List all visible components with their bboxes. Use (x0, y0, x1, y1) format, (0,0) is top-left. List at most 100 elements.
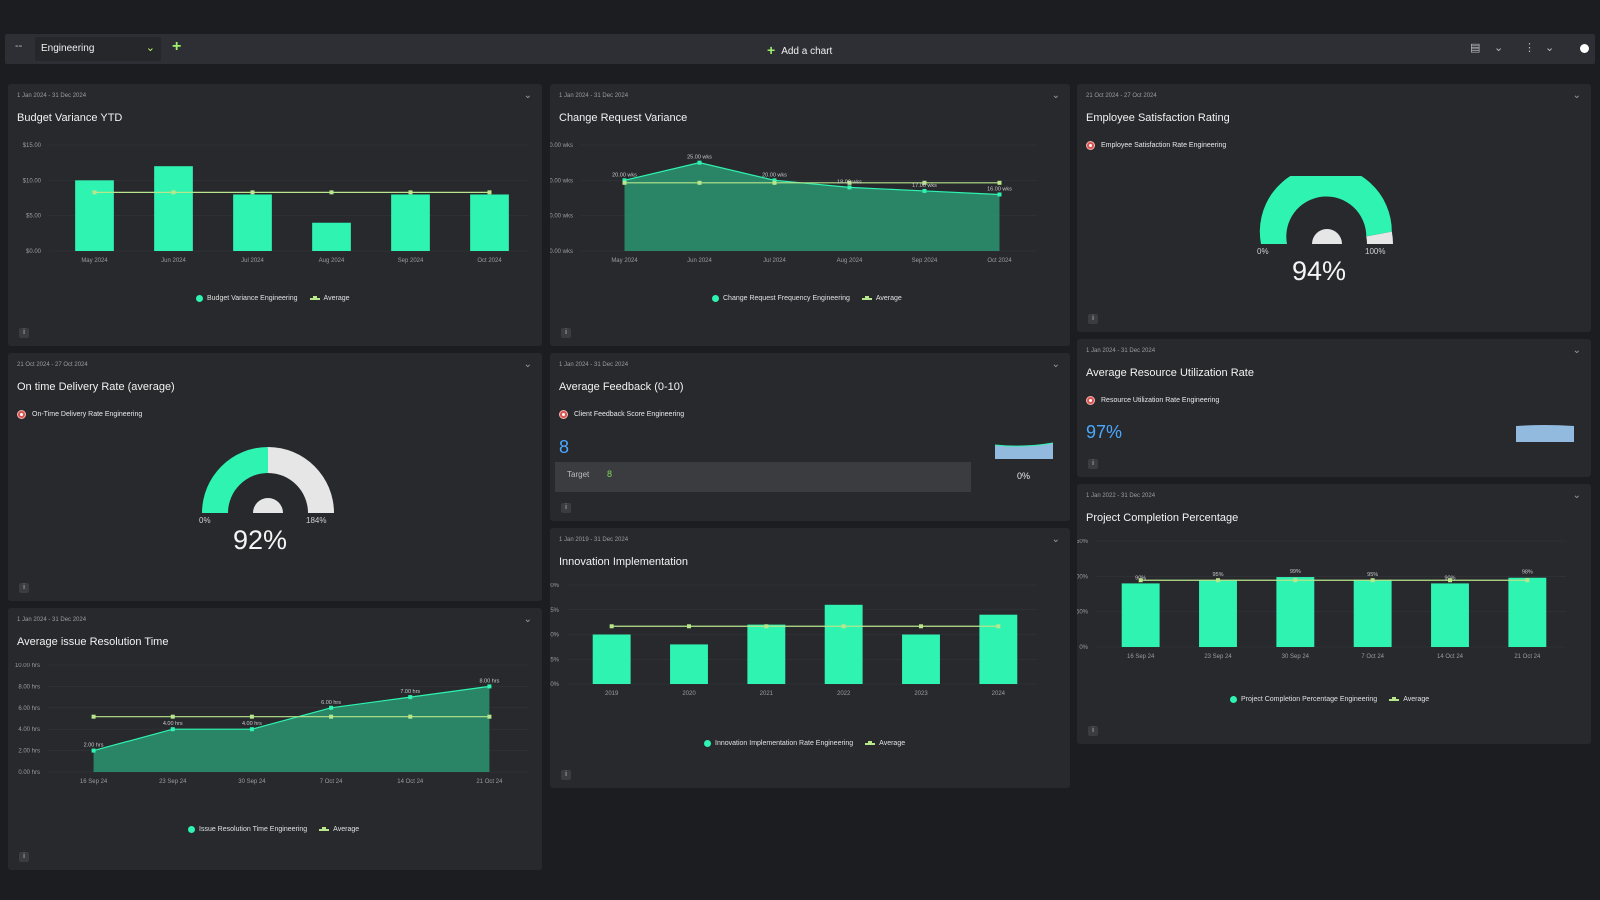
legend-average-swatch (309, 295, 320, 300)
info-icon[interactable]: i (1088, 314, 1098, 324)
average-point (171, 190, 176, 195)
gauge-fill (1259, 176, 1392, 244)
info-icon[interactable]: i (1088, 459, 1098, 469)
y-tick-label: 8.00 hrs (18, 684, 40, 690)
average-feedback-card: 1 Jan 2024 - 31 Dec 2024 ⌄ Average Feedb… (550, 353, 1070, 521)
bar (1276, 577, 1315, 647)
y-tick-label: 50% (1077, 610, 1089, 616)
average-point (408, 190, 413, 195)
add-dashboard-plus-icon[interactable]: + (172, 38, 182, 55)
date-range: 1 Jan 2022 - 31 Dec 2024 (1086, 493, 1156, 499)
data-point (408, 695, 413, 700)
data-label: 20.00 wks (762, 172, 787, 178)
add-chart-button[interactable]: + Add a chart (767, 41, 833, 58)
chevron-down-icon[interactable]: ⌄ (523, 614, 532, 625)
average-point (1525, 578, 1530, 583)
metric-row: Employee Satisfaction Rate Engineering (1086, 141, 1226, 150)
x-tick-label: 30 Sep 24 (1282, 654, 1310, 660)
x-tick-label: 16 Sep 24 (80, 779, 108, 785)
bar (233, 194, 272, 251)
dashboard-selector[interactable]: Engineering ⌄ (35, 37, 161, 61)
chevron-down-icon[interactable]: ⌄ (1545, 42, 1555, 54)
info-icon[interactable]: i (19, 328, 29, 338)
chevron-down-icon[interactable]: ⌄ (1572, 490, 1581, 501)
data-label: 8.00 hrs (479, 678, 499, 684)
chevron-down-icon[interactable]: ⌄ (1572, 90, 1581, 101)
average-point (408, 714, 413, 719)
data-label: 4.00 hrs (242, 721, 262, 727)
x-tick-label: 2023 (914, 691, 928, 697)
chevron-down-icon[interactable]: ⌄ (1051, 90, 1060, 101)
average-point (487, 714, 492, 719)
add-chart-label: Add a chart (781, 46, 833, 57)
data-label: 90% (1135, 575, 1146, 581)
date-range: 1 Jan 2024 - 31 Dec 2024 (1086, 348, 1156, 354)
sparkline (1516, 425, 1574, 442)
average-point (1293, 578, 1298, 583)
x-tick-label: 14 Oct 24 (397, 779, 424, 785)
data-point (91, 748, 96, 753)
chevron-down-icon[interactable]: ⌄ (523, 90, 532, 101)
chart-legend: Change Request Frequency Engineering Ave… (712, 295, 902, 302)
x-tick-label: Jun 2024 (687, 258, 712, 264)
date-range: 1 Jan 2024 - 31 Dec 2024 (17, 617, 87, 623)
y-tick-label: $10.00 (23, 178, 42, 184)
series-area (93, 686, 490, 772)
kebab-menu-icon[interactable]: ⋮ (1524, 42, 1535, 54)
x-tick-label: Aug 2024 (837, 258, 863, 264)
gauge-value: 94% (1292, 256, 1347, 286)
bar (747, 624, 786, 684)
y-tick-label: 10.00 hrs (15, 663, 40, 669)
chevron-down-icon[interactable]: ⌄ (1051, 534, 1060, 545)
data-label: 16.00 wks (987, 186, 1012, 192)
chevron-down-icon[interactable]: ⌄ (1494, 42, 1504, 54)
budget-variance-card: 1 Jan 2024 - 31 Dec 2024 ⌄ Budget Varian… (8, 84, 542, 346)
on-time-delivery-card: 21 Oct 2024 - 27 Oct 2024 ⌄ On time Deli… (8, 353, 542, 601)
change-request-chart: 0.00 wks 10.00 wks 20.00 wks 30.00 wks May 2… (550, 143, 1037, 264)
y-tick-label: 0% (550, 682, 559, 688)
target-label: Target (567, 470, 590, 479)
document-icon[interactable]: ▤ (1470, 42, 1481, 54)
data-label: 95% (1212, 572, 1223, 578)
data-point (922, 188, 927, 193)
bar (824, 604, 863, 684)
status-dot[interactable] (1580, 44, 1589, 53)
x-tick-label: May 2024 (81, 258, 108, 264)
card-title: Budget Variance YTD (17, 112, 123, 124)
y-tick-label: 2.00 hrs (18, 749, 40, 755)
bar (391, 194, 430, 251)
chevron-down-icon[interactable]: ⌄ (1572, 345, 1581, 356)
x-tick-label: Jun 2024 (161, 258, 186, 264)
info-icon[interactable]: i (561, 770, 571, 780)
employee-satisfaction-card: 21 Oct 2024 - 27 Oct 2024 ⌄ Employee Sat… (1077, 84, 1591, 332)
average-point (1138, 578, 1143, 583)
innovation-chart: 0% 25% 50% 75% 100% 2019 2020 2021 2022 2023 2024 (550, 583, 1037, 697)
chevron-down-icon[interactable]: ⌄ (1051, 359, 1060, 370)
legend-average-swatch (861, 295, 872, 300)
bar (670, 644, 708, 684)
gauge-min-label: 0% (199, 516, 211, 525)
x-tick-label: Oct 2024 (987, 258, 1012, 264)
chart-legend: Innovation Implementation Rate Engineeri… (704, 740, 905, 747)
info-icon[interactable]: i (19, 852, 29, 862)
average-point (92, 190, 97, 195)
legend-series-label: Budget Variance Engineering (207, 295, 298, 302)
change-request-variance-card: 1 Jan 2024 - 31 Dec 2024 ⌄ Change Reques… (550, 84, 1070, 346)
average-point (687, 624, 691, 629)
info-icon[interactable]: i (561, 328, 571, 338)
y-tick-label: 30.00 wks (550, 143, 573, 149)
average-point (250, 190, 255, 195)
x-tick-label: Jul 2024 (763, 258, 786, 264)
y-tick-label: 100% (1077, 574, 1089, 580)
info-icon[interactable]: i (19, 583, 29, 593)
chevron-down-icon[interactable]: ⌄ (523, 359, 532, 370)
data-point (622, 178, 627, 183)
metric-name: Resource Utilization Rate Engineering (1101, 397, 1220, 404)
info-icon[interactable]: i (1088, 726, 1098, 736)
collapse-icon[interactable]: -- (15, 40, 23, 52)
data-point (697, 160, 702, 165)
data-point (329, 705, 334, 710)
y-tick-label: 10.00 wks (550, 214, 573, 220)
metric-row: On-Time Delivery Rate Engineering (17, 410, 142, 419)
info-icon[interactable]: i (561, 503, 571, 513)
